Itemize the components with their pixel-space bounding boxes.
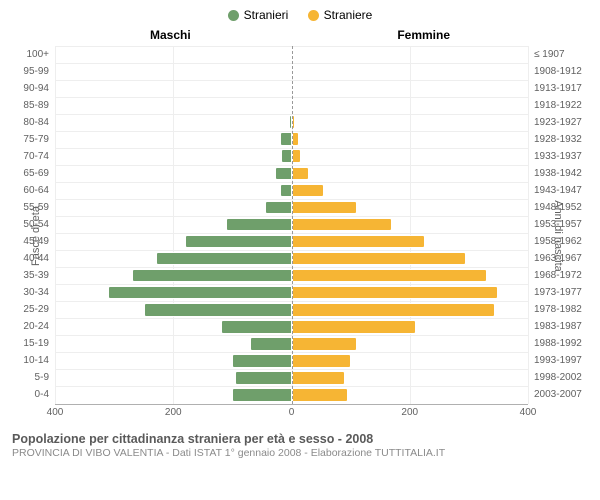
bar-male: [280, 132, 292, 146]
age-label: 70-74: [23, 151, 55, 162]
age-label: 0-4: [35, 389, 55, 400]
birth-year-label: 1908-1912: [528, 66, 582, 77]
bar-male: [235, 371, 291, 385]
birth-year-label: 1953-1957: [528, 219, 582, 230]
age-label: 30-34: [23, 287, 55, 298]
bar-female: [292, 235, 425, 249]
center-divider: [292, 46, 293, 404]
bar-male: [185, 235, 291, 249]
bar-female: [292, 149, 301, 163]
birth-year-label: 1968-1972: [528, 270, 582, 281]
legend: Stranieri Straniere: [0, 0, 600, 24]
birth-year-label: 1938-1942: [528, 168, 582, 179]
bar-male: [144, 303, 292, 317]
bar-male: [156, 252, 292, 266]
bar-male: [232, 388, 291, 402]
birth-year-label: 1993-1997: [528, 355, 582, 366]
column-headers: Maschi Femmine: [0, 28, 600, 46]
age-label: 75-79: [23, 134, 55, 145]
birth-year-label: 1943-1947: [528, 185, 582, 196]
plot-area: Fasce di età Anni di nascita 100+≤ 19079…: [0, 46, 600, 426]
bar-female: [292, 337, 357, 351]
birth-year-label: 1933-1937: [528, 151, 582, 162]
age-label: 20-24: [23, 321, 55, 332]
birth-year-label: 1978-1982: [528, 304, 582, 315]
birth-year-label: 1913-1917: [528, 83, 582, 94]
header-male: Maschi: [150, 28, 191, 42]
birth-year-label: 1988-1992: [528, 338, 582, 349]
chart-title: Popolazione per cittadinanza straniera p…: [12, 432, 588, 446]
legend-swatch-male: [228, 10, 239, 21]
bar-male: [221, 320, 292, 334]
chart-subtitle: PROVINCIA DI VIBO VALENTIA - Dati ISTAT …: [12, 447, 588, 459]
bar-male: [132, 269, 292, 283]
bar-female: [292, 132, 299, 146]
age-label: 40-44: [23, 253, 55, 264]
bar-female: [292, 354, 351, 368]
header-female: Femmine: [397, 28, 450, 42]
population-pyramid-chart: Stranieri Straniere Maschi Femmine Fasce…: [0, 0, 600, 500]
birth-year-label: 1963-1967: [528, 253, 582, 264]
age-label: 35-39: [23, 270, 55, 281]
bar-female: [292, 388, 348, 402]
legend-female: Straniere: [308, 8, 373, 22]
birth-year-label: 1998-2002: [528, 372, 582, 383]
bar-female: [292, 320, 416, 334]
x-tick-label: 200: [165, 407, 182, 418]
chart-footer: Popolazione per cittadinanza straniera p…: [0, 426, 600, 459]
birth-year-label: 1973-1977: [528, 287, 582, 298]
birth-year-label: 1983-1987: [528, 321, 582, 332]
age-label: 100+: [26, 49, 55, 60]
bar-male: [232, 354, 291, 368]
age-label: 55-59: [23, 202, 55, 213]
bar-male: [226, 218, 291, 232]
legend-label-male: Stranieri: [244, 8, 289, 22]
bar-male: [265, 201, 292, 215]
birth-year-label: 1928-1932: [528, 134, 582, 145]
bar-male: [108, 286, 291, 300]
birth-year-label: 1958-1962: [528, 236, 582, 247]
x-tick-label: 400: [520, 407, 537, 418]
bar-male: [281, 149, 292, 163]
birth-year-label: ≤ 1907: [528, 49, 565, 60]
bar-female: [292, 218, 393, 232]
age-label: 65-69: [23, 168, 55, 179]
bar-female: [292, 371, 345, 385]
age-label: 15-19: [23, 338, 55, 349]
legend-label-female: Straniere: [324, 8, 373, 22]
x-tick-label: 400: [47, 407, 64, 418]
bar-male: [250, 337, 291, 351]
age-label: 45-49: [23, 236, 55, 247]
birth-year-label: 1918-1922: [528, 100, 582, 111]
age-label: 10-14: [23, 355, 55, 366]
bar-female: [292, 252, 466, 266]
bar-male: [280, 184, 292, 198]
age-label: 95-99: [23, 66, 55, 77]
bar-female: [292, 286, 499, 300]
age-label: 60-64: [23, 185, 55, 196]
age-label: 50-54: [23, 219, 55, 230]
bar-female: [292, 201, 357, 215]
x-axis: 4002000200400: [55, 404, 528, 424]
age-label: 90-94: [23, 83, 55, 94]
age-label: 80-84: [23, 117, 55, 128]
legend-male: Stranieri: [228, 8, 289, 22]
x-tick-label: 200: [401, 407, 418, 418]
x-tick-label: 0: [289, 407, 295, 418]
bar-female: [292, 167, 310, 181]
birth-year-label: 1923-1927: [528, 117, 582, 128]
birth-year-label: 2003-2007: [528, 389, 582, 400]
birth-year-label: 1948-1952: [528, 202, 582, 213]
age-label: 85-89: [23, 100, 55, 111]
bar-female: [292, 269, 487, 283]
legend-swatch-female: [308, 10, 319, 21]
bar-male: [275, 167, 292, 181]
bar-female: [292, 303, 496, 317]
bar-female: [292, 184, 325, 198]
age-label: 25-29: [23, 304, 55, 315]
age-label: 5-9: [35, 372, 55, 383]
